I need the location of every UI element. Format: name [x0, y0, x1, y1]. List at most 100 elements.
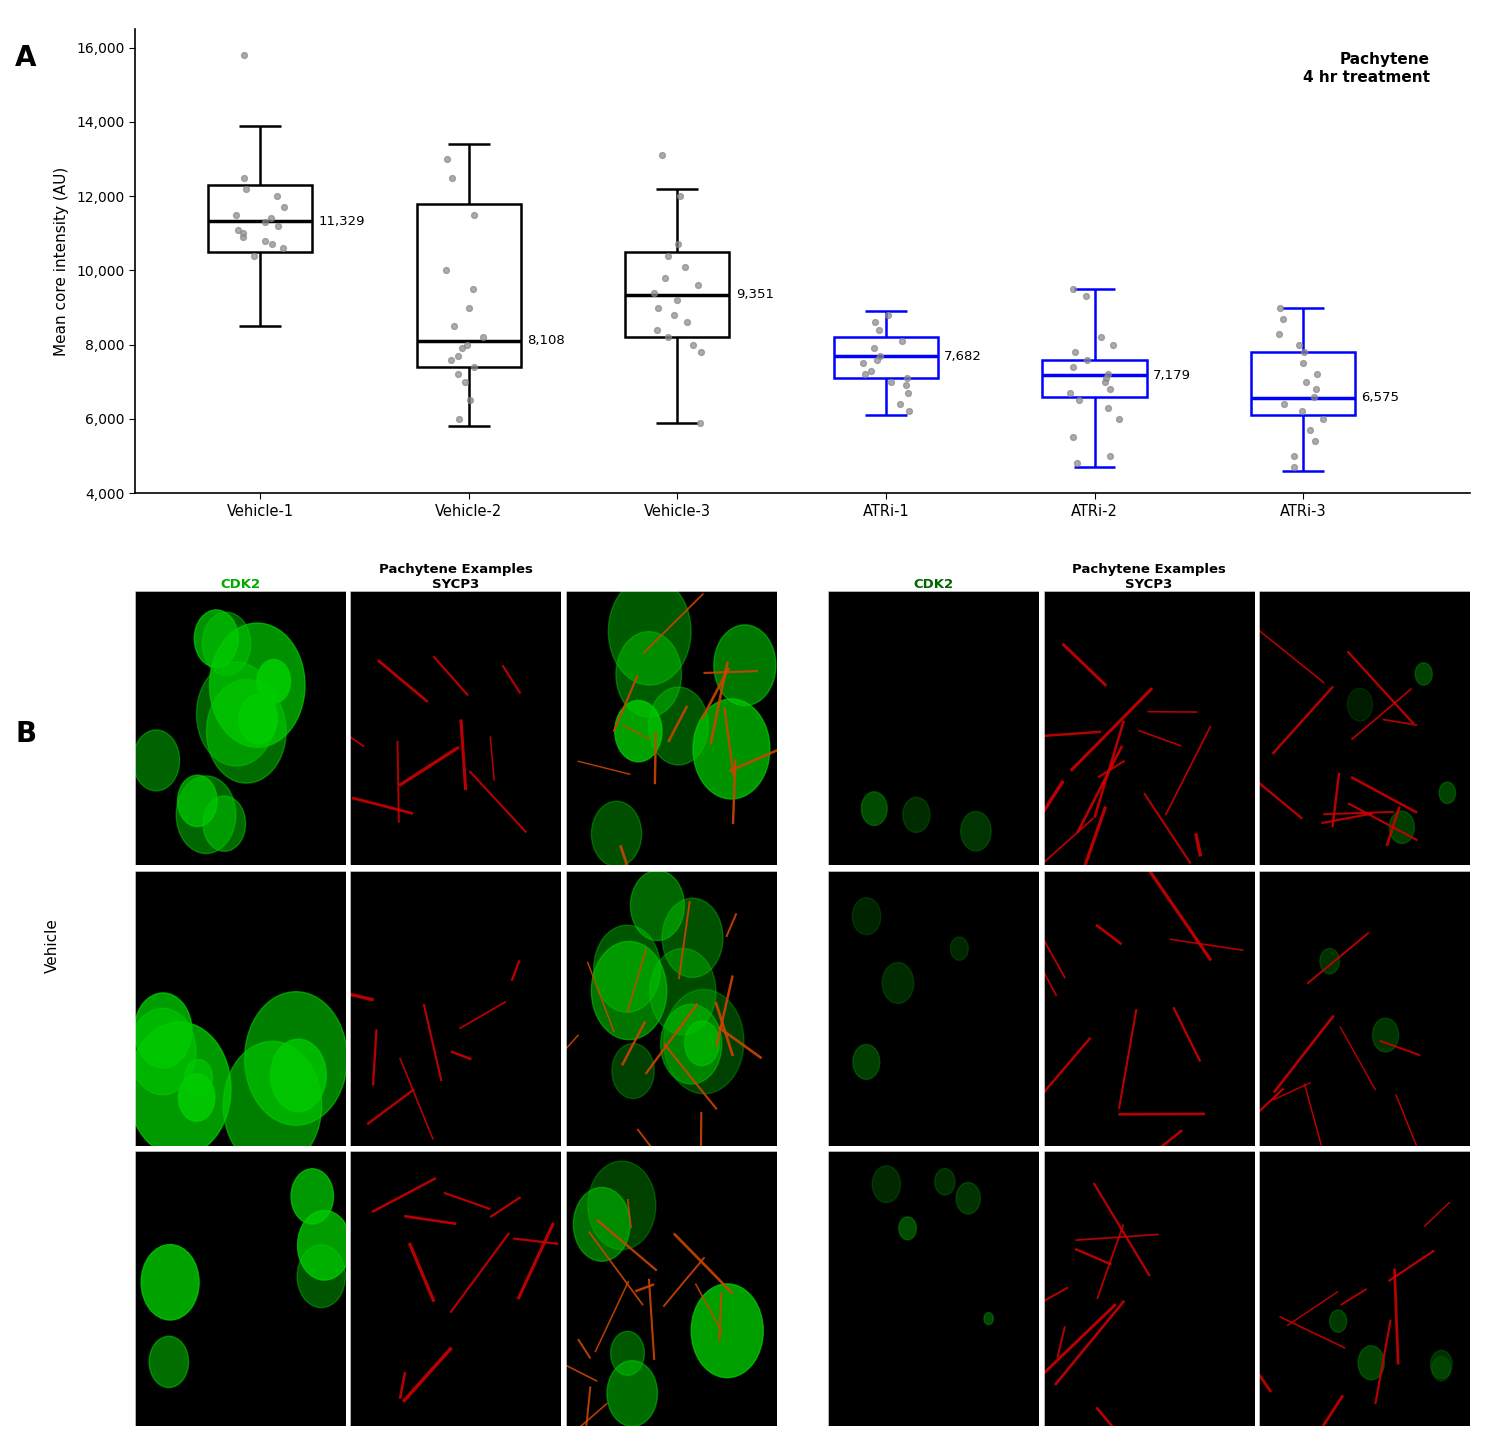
Point: [226, 218, 251, 242]
Point: [1101, 333, 1125, 356]
Point: [462, 204, 486, 227]
Point: [1074, 285, 1098, 308]
Circle shape: [714, 624, 776, 706]
Circle shape: [184, 1059, 213, 1096]
Circle shape: [609, 578, 692, 685]
Circle shape: [194, 610, 238, 668]
Point: [1268, 295, 1292, 319]
Point: [1060, 278, 1084, 301]
Point: [865, 348, 889, 371]
Point: [1107, 407, 1131, 431]
Point: [850, 352, 874, 375]
Text: 11,329: 11,329: [318, 214, 364, 227]
Point: [666, 233, 690, 256]
Point: [896, 367, 920, 390]
Text: 8,108: 8,108: [526, 335, 566, 348]
Circle shape: [882, 962, 914, 1004]
Point: [879, 370, 903, 393]
Circle shape: [610, 1331, 645, 1375]
Circle shape: [616, 631, 681, 717]
FancyBboxPatch shape: [417, 204, 520, 367]
Point: [1305, 362, 1329, 386]
Title: Pachytene Examples
SYCP3: Pachytene Examples SYCP3: [380, 563, 532, 591]
Point: [1065, 453, 1089, 476]
Circle shape: [591, 802, 642, 867]
Point: [888, 393, 912, 416]
Circle shape: [960, 812, 992, 851]
Point: [1302, 429, 1326, 453]
Circle shape: [898, 1216, 916, 1240]
Title: Merge: Merge: [648, 578, 694, 591]
Point: [1098, 377, 1122, 400]
Point: [454, 333, 478, 356]
Circle shape: [1389, 810, 1414, 844]
Point: [1311, 407, 1335, 431]
Circle shape: [270, 1039, 327, 1112]
Point: [1089, 326, 1113, 349]
Point: [258, 207, 282, 230]
Point: [438, 348, 462, 371]
Circle shape: [692, 1283, 764, 1378]
Circle shape: [650, 949, 716, 1035]
Circle shape: [1438, 783, 1455, 803]
FancyBboxPatch shape: [1251, 352, 1356, 415]
Circle shape: [224, 1042, 321, 1170]
Title: CDK2: CDK2: [914, 578, 954, 591]
Point: [867, 319, 891, 342]
Point: [267, 214, 291, 237]
Point: [1302, 386, 1326, 409]
Circle shape: [951, 937, 969, 960]
Point: [858, 359, 882, 383]
Point: [1290, 400, 1314, 423]
Circle shape: [956, 1183, 981, 1213]
Circle shape: [177, 776, 218, 826]
Text: A: A: [15, 44, 36, 71]
FancyBboxPatch shape: [209, 185, 312, 252]
Circle shape: [297, 1244, 345, 1308]
Circle shape: [128, 1021, 231, 1157]
Point: [663, 303, 687, 326]
Circle shape: [861, 792, 886, 825]
Point: [1281, 455, 1305, 479]
Point: [681, 333, 705, 356]
Point: [1064, 340, 1088, 364]
Point: [1058, 381, 1082, 404]
Point: [862, 311, 886, 335]
Circle shape: [1414, 663, 1432, 685]
Circle shape: [210, 623, 304, 748]
Point: [462, 278, 486, 301]
Circle shape: [984, 1312, 993, 1324]
Circle shape: [202, 613, 250, 675]
Point: [1304, 377, 1328, 400]
Point: [862, 336, 886, 359]
Point: [654, 266, 678, 290]
Point: [450, 336, 474, 359]
Point: [458, 388, 482, 412]
Point: [674, 255, 698, 278]
Point: [270, 237, 294, 260]
Point: [897, 400, 921, 423]
Text: 9,351: 9,351: [735, 288, 774, 301]
Circle shape: [903, 797, 930, 832]
Circle shape: [238, 694, 278, 744]
Circle shape: [141, 1244, 200, 1320]
Circle shape: [1329, 1310, 1347, 1333]
Circle shape: [196, 662, 276, 765]
Circle shape: [176, 776, 236, 854]
Circle shape: [684, 1021, 718, 1065]
Circle shape: [202, 796, 246, 851]
Text: Vehicle: Vehicle: [45, 918, 60, 973]
Text: B: B: [15, 720, 36, 748]
Circle shape: [297, 1211, 351, 1280]
Circle shape: [1372, 1018, 1398, 1052]
Circle shape: [664, 989, 744, 1094]
Text: 6,575: 6,575: [1362, 391, 1400, 404]
Point: [453, 370, 477, 393]
Y-axis label: Mean core intensity (AU): Mean core intensity (AU): [54, 166, 69, 356]
Point: [1094, 370, 1118, 393]
Circle shape: [660, 1004, 722, 1084]
Circle shape: [134, 992, 192, 1068]
Point: [1094, 367, 1118, 390]
Point: [1096, 362, 1120, 386]
Point: [1098, 444, 1122, 467]
